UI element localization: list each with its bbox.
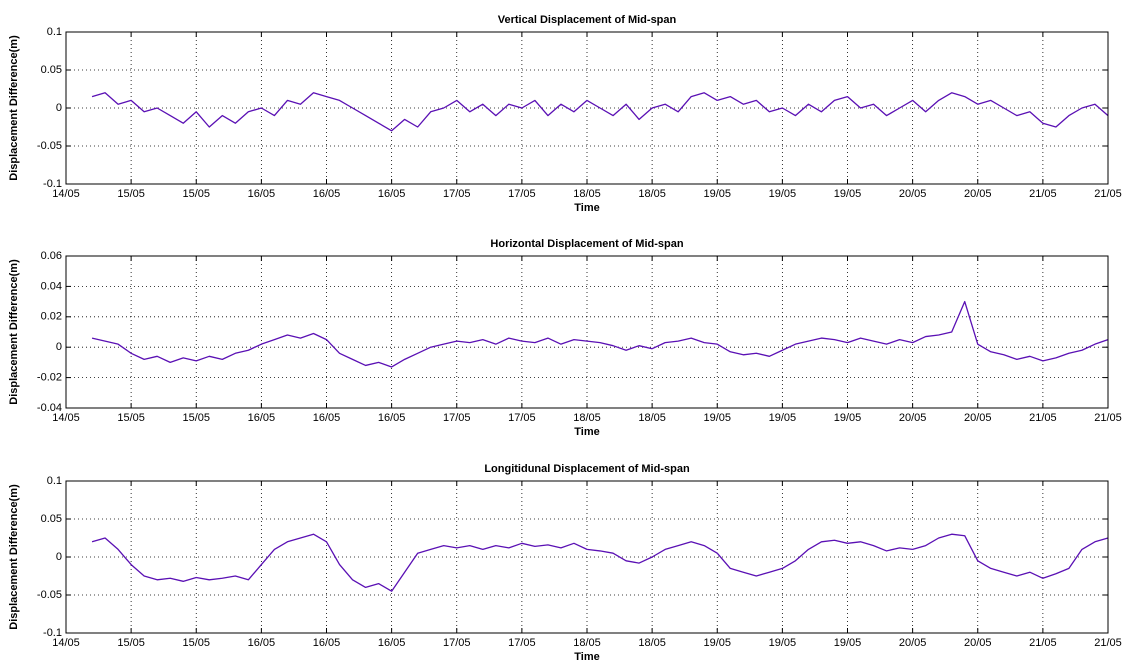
x-tick-label: 20/05 (899, 412, 927, 424)
x-tick-label: 16/05 (313, 412, 341, 424)
chart-title: Horizontal Displacement of Mid-span (490, 238, 683, 250)
x-tick-label: 16/05 (248, 637, 276, 649)
x-tick-label: 14/05 (52, 637, 80, 649)
x-tick-label: 21/05 (1094, 188, 1122, 200)
y-tick-label: 0.1 (47, 26, 62, 38)
y-tick-label: 0 (56, 551, 62, 563)
x-tick-label: 19/05 (703, 412, 731, 424)
x-tick-label: 20/05 (899, 188, 927, 200)
x-tick-label: 19/05 (769, 412, 797, 424)
axes-box (65, 255, 1109, 409)
x-axis-label: Time (574, 202, 599, 214)
x-tick-label: 21/05 (1029, 412, 1057, 424)
y-axis-label: Displacement Difference(m) (8, 35, 20, 181)
x-axis-label: Time (574, 651, 599, 663)
x-tick-label: 20/05 (899, 637, 927, 649)
data-line (91, 300, 1109, 368)
x-tick-label: 16/05 (378, 188, 406, 200)
x-tick-label: 21/05 (1029, 637, 1057, 649)
x-tick-label: 16/05 (378, 412, 406, 424)
x-tick-label: 18/05 (573, 412, 601, 424)
x-tick-label: 18/05 (638, 637, 666, 649)
x-tick-label: 17/05 (443, 412, 471, 424)
x-tick-label: 15/05 (182, 188, 210, 200)
x-tick-label: 14/05 (52, 412, 80, 424)
x-tick-label: 16/05 (248, 412, 276, 424)
x-tick-label: 20/05 (964, 412, 992, 424)
x-tick-label: 16/05 (313, 188, 341, 200)
x-tick-label: 15/05 (182, 637, 210, 649)
y-tick-label: 0.1 (47, 475, 62, 487)
x-tick-label: 17/05 (508, 188, 536, 200)
axes-box (65, 480, 1109, 634)
y-tick-label: 0.06 (41, 250, 62, 262)
x-tick-label: 16/05 (378, 637, 406, 649)
x-tick-label: 17/05 (508, 637, 536, 649)
x-tick-label: 21/05 (1094, 412, 1122, 424)
y-tick-label: 0.04 (41, 280, 62, 292)
x-tick-label: 19/05 (703, 637, 731, 649)
y-tick-label: 0 (56, 102, 62, 114)
x-tick-label: 19/05 (703, 188, 731, 200)
y-tick-label: -0.02 (37, 372, 62, 384)
y-tick-label: -0.1 (43, 178, 62, 190)
x-tick-label: 15/05 (117, 412, 145, 424)
x-tick-label: 19/05 (769, 188, 797, 200)
x-tick-label: 15/05 (182, 412, 210, 424)
y-tick-label: 0 (56, 341, 62, 353)
x-tick-label: 18/05 (638, 188, 666, 200)
y-tick-label: 0.05 (41, 513, 62, 525)
y-axis-label: Displacement Difference(m) (8, 259, 20, 405)
x-tick-label: 16/05 (313, 637, 341, 649)
data-line (91, 92, 1109, 132)
y-tick-label: -0.05 (37, 140, 62, 152)
y-tick-label: -0.1 (43, 627, 62, 639)
x-tick-label: 16/05 (248, 188, 276, 200)
y-tick-label: 0.02 (41, 311, 62, 323)
x-tick-label: 14/05 (52, 188, 80, 200)
x-tick-label: 18/05 (573, 637, 601, 649)
x-tick-label: 17/05 (508, 412, 536, 424)
data-line (91, 533, 1109, 592)
x-tick-label: 18/05 (638, 412, 666, 424)
x-tick-label: 19/05 (834, 412, 862, 424)
x-tick-label: 19/05 (834, 188, 862, 200)
y-tick-label: -0.04 (37, 402, 62, 414)
x-axis-label: Time (574, 426, 599, 438)
y-axis-label: Displacement Difference(m) (8, 484, 20, 630)
x-tick-label: 15/05 (117, 188, 145, 200)
axes-box (65, 31, 1109, 185)
x-tick-label: 19/05 (769, 637, 797, 649)
x-tick-label: 15/05 (117, 637, 145, 649)
x-tick-label: 21/05 (1029, 188, 1057, 200)
chart-title: Vertical Displacement of Mid-span (498, 14, 677, 26)
x-tick-label: 19/05 (834, 637, 862, 649)
chart-title: Longitidunal Displacement of Mid-span (484, 463, 690, 475)
x-tick-label: 17/05 (443, 188, 471, 200)
x-tick-label: 17/05 (443, 637, 471, 649)
x-tick-label: 18/05 (573, 188, 601, 200)
x-tick-label: 20/05 (964, 188, 992, 200)
y-tick-label: -0.05 (37, 589, 62, 601)
x-tick-label: 20/05 (964, 637, 992, 649)
y-tick-label: 0.05 (41, 64, 62, 76)
x-tick-label: 21/05 (1094, 637, 1122, 649)
